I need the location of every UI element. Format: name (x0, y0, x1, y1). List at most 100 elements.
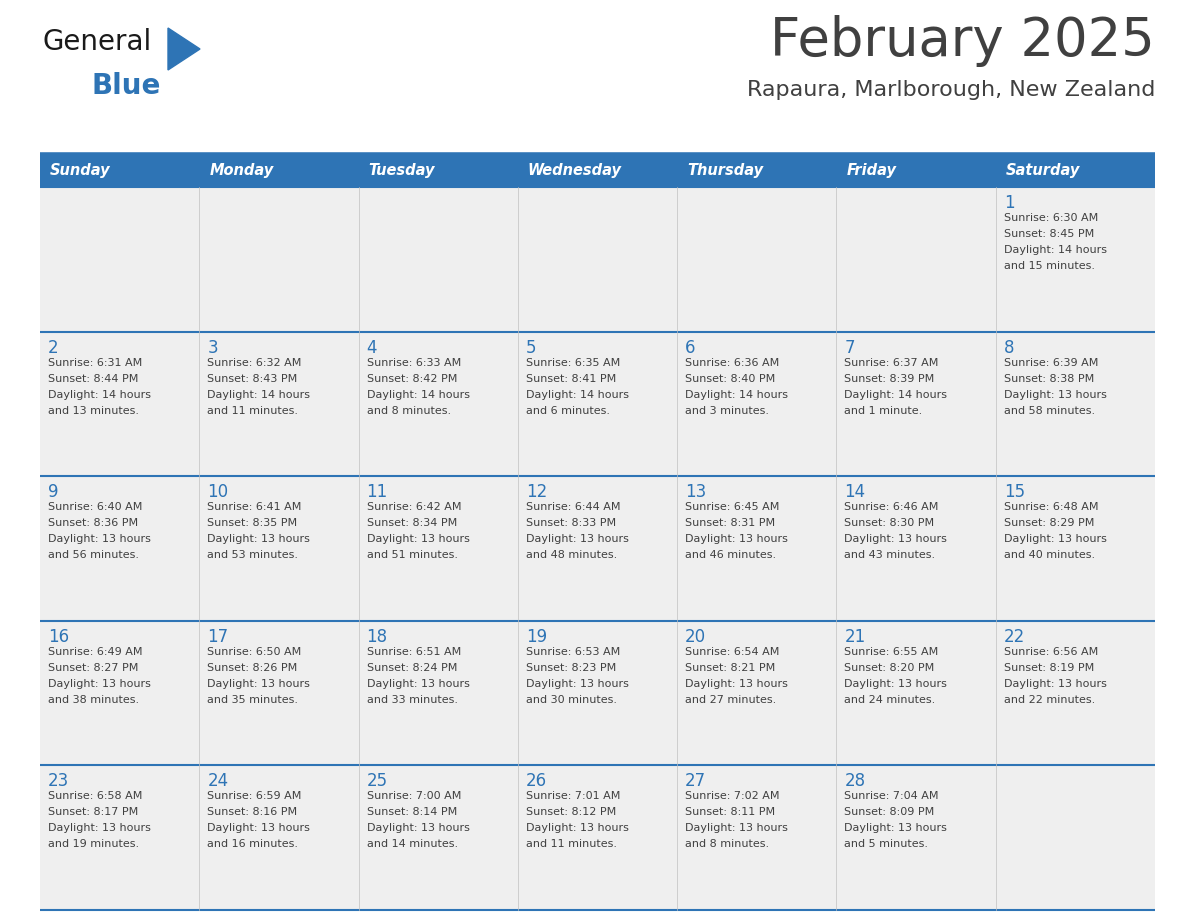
Text: Sunset: 8:29 PM: Sunset: 8:29 PM (1004, 518, 1094, 528)
Text: and 5 minutes.: and 5 minutes. (845, 839, 929, 849)
Text: Sunrise: 6:30 AM: Sunrise: 6:30 AM (1004, 213, 1098, 223)
Text: 2: 2 (48, 339, 58, 356)
Text: Daylight: 14 hours: Daylight: 14 hours (1004, 245, 1107, 255)
Text: and 40 minutes.: and 40 minutes. (1004, 550, 1095, 560)
Bar (836, 476, 996, 621)
Text: and 14 minutes.: and 14 minutes. (367, 839, 457, 849)
Text: 28: 28 (845, 772, 866, 790)
Text: 16: 16 (48, 628, 69, 645)
Text: and 16 minutes.: and 16 minutes. (207, 839, 298, 849)
Text: Sunrise: 7:00 AM: Sunrise: 7:00 AM (367, 791, 461, 801)
Text: and 24 minutes.: and 24 minutes. (845, 695, 936, 705)
Text: Sunset: 8:40 PM: Sunset: 8:40 PM (685, 374, 776, 384)
Bar (518, 187, 677, 331)
Text: Sunrise: 6:46 AM: Sunrise: 6:46 AM (845, 502, 939, 512)
Bar (518, 621, 677, 766)
Text: Daylight: 14 hours: Daylight: 14 hours (367, 389, 469, 399)
Text: Sunset: 8:43 PM: Sunset: 8:43 PM (207, 374, 297, 384)
Text: 10: 10 (207, 483, 228, 501)
Text: and 43 minutes.: and 43 minutes. (845, 550, 936, 560)
Bar (359, 187, 518, 331)
Text: 13: 13 (685, 483, 707, 501)
Text: 5: 5 (526, 339, 536, 356)
Text: 8: 8 (1004, 339, 1015, 356)
Text: Daylight: 13 hours: Daylight: 13 hours (1004, 389, 1106, 399)
Text: Sunset: 8:14 PM: Sunset: 8:14 PM (367, 808, 457, 817)
Bar (996, 187, 1155, 331)
Text: Sunrise: 6:50 AM: Sunrise: 6:50 AM (207, 647, 302, 656)
Text: Sunset: 8:36 PM: Sunset: 8:36 PM (48, 518, 138, 528)
Bar (40, 476, 200, 621)
Text: Sunrise: 6:41 AM: Sunrise: 6:41 AM (207, 502, 302, 512)
Text: 1: 1 (1004, 194, 1015, 212)
Text: Daylight: 13 hours: Daylight: 13 hours (207, 823, 310, 834)
Text: Blue: Blue (91, 72, 162, 100)
Text: Daylight: 13 hours: Daylight: 13 hours (526, 534, 628, 544)
Text: Sunset: 8:41 PM: Sunset: 8:41 PM (526, 374, 617, 384)
Text: Daylight: 14 hours: Daylight: 14 hours (526, 389, 628, 399)
Bar (996, 331, 1155, 476)
Text: Daylight: 13 hours: Daylight: 13 hours (685, 823, 788, 834)
Text: and 1 minute.: and 1 minute. (845, 406, 923, 416)
Bar (996, 621, 1155, 766)
Text: Sunrise: 6:35 AM: Sunrise: 6:35 AM (526, 358, 620, 367)
Bar (200, 766, 359, 910)
Text: Daylight: 13 hours: Daylight: 13 hours (685, 678, 788, 688)
Text: Daylight: 13 hours: Daylight: 13 hours (845, 678, 947, 688)
Text: Daylight: 13 hours: Daylight: 13 hours (48, 534, 151, 544)
Text: Sunset: 8:38 PM: Sunset: 8:38 PM (1004, 374, 1094, 384)
Text: General: General (42, 28, 151, 56)
Text: and 19 minutes.: and 19 minutes. (48, 839, 139, 849)
Text: Daylight: 13 hours: Daylight: 13 hours (48, 823, 151, 834)
Text: Daylight: 13 hours: Daylight: 13 hours (207, 534, 310, 544)
Bar (40, 187, 200, 331)
Text: Sunrise: 6:55 AM: Sunrise: 6:55 AM (845, 647, 939, 656)
Text: Monday: Monday (209, 163, 273, 178)
Text: Daylight: 14 hours: Daylight: 14 hours (845, 389, 947, 399)
Text: and 8 minutes.: and 8 minutes. (367, 406, 450, 416)
Polygon shape (168, 28, 200, 70)
Text: 23: 23 (48, 772, 69, 790)
Bar (836, 621, 996, 766)
Text: and 38 minutes.: and 38 minutes. (48, 695, 139, 705)
Text: 6: 6 (685, 339, 696, 356)
Bar (40, 766, 200, 910)
Bar (200, 331, 359, 476)
Bar (677, 621, 836, 766)
Bar (996, 476, 1155, 621)
Text: and 22 minutes.: and 22 minutes. (1004, 695, 1095, 705)
Text: and 56 minutes.: and 56 minutes. (48, 550, 139, 560)
Text: Daylight: 14 hours: Daylight: 14 hours (48, 389, 151, 399)
Text: Rapaura, Marlborough, New Zealand: Rapaura, Marlborough, New Zealand (746, 80, 1155, 100)
Text: Daylight: 13 hours: Daylight: 13 hours (367, 823, 469, 834)
Text: Sunrise: 6:51 AM: Sunrise: 6:51 AM (367, 647, 461, 656)
Text: February 2025: February 2025 (770, 15, 1155, 67)
Text: and 51 minutes.: and 51 minutes. (367, 550, 457, 560)
Text: Sunset: 8:17 PM: Sunset: 8:17 PM (48, 808, 138, 817)
Bar (836, 331, 996, 476)
Text: 4: 4 (367, 339, 377, 356)
Text: Sunset: 8:09 PM: Sunset: 8:09 PM (845, 808, 935, 817)
Text: and 35 minutes.: and 35 minutes. (207, 695, 298, 705)
Text: Sunrise: 6:49 AM: Sunrise: 6:49 AM (48, 647, 143, 656)
Text: Sunset: 8:34 PM: Sunset: 8:34 PM (367, 518, 457, 528)
Text: 9: 9 (48, 483, 58, 501)
Text: and 15 minutes.: and 15 minutes. (1004, 261, 1094, 271)
Text: Sunrise: 7:02 AM: Sunrise: 7:02 AM (685, 791, 779, 801)
Text: Sunset: 8:42 PM: Sunset: 8:42 PM (367, 374, 457, 384)
Text: Thursday: Thursday (687, 163, 763, 178)
Text: Sunset: 8:44 PM: Sunset: 8:44 PM (48, 374, 138, 384)
Text: and 3 minutes.: and 3 minutes. (685, 406, 769, 416)
Text: Daylight: 13 hours: Daylight: 13 hours (685, 534, 788, 544)
Bar (677, 766, 836, 910)
Text: Daylight: 13 hours: Daylight: 13 hours (845, 534, 947, 544)
Bar (359, 766, 518, 910)
Text: 15: 15 (1004, 483, 1025, 501)
Text: Sunrise: 6:37 AM: Sunrise: 6:37 AM (845, 358, 939, 367)
Text: Sunrise: 6:32 AM: Sunrise: 6:32 AM (207, 358, 302, 367)
Text: Daylight: 13 hours: Daylight: 13 hours (1004, 678, 1106, 688)
Text: Sunset: 8:23 PM: Sunset: 8:23 PM (526, 663, 617, 673)
Text: Saturday: Saturday (1006, 163, 1080, 178)
Text: Sunset: 8:39 PM: Sunset: 8:39 PM (845, 374, 935, 384)
Text: and 8 minutes.: and 8 minutes. (685, 839, 770, 849)
